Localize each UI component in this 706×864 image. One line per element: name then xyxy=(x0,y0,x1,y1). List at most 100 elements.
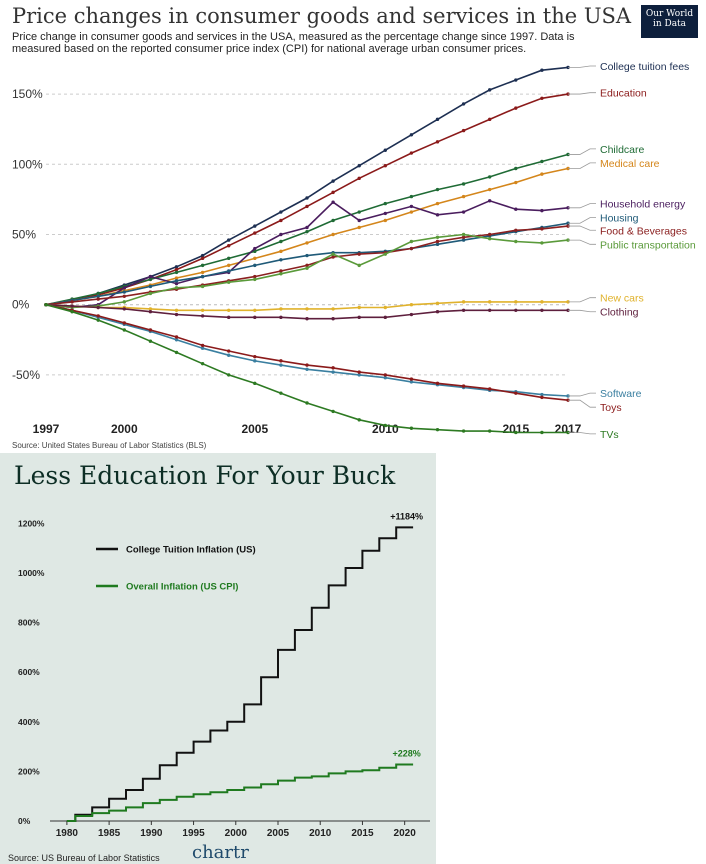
chart1-data-point xyxy=(253,274,257,279)
chart1-data-point xyxy=(488,187,492,192)
chart1-data-point xyxy=(279,359,283,363)
chart1-data-point xyxy=(148,310,153,314)
chart1-y-tick-label: 0% xyxy=(12,298,30,312)
chart1-series-label: Education xyxy=(600,88,647,100)
chart1-data-point xyxy=(227,244,231,248)
chart1-label-connector xyxy=(568,92,596,95)
chart1-data-point xyxy=(253,277,257,282)
chart1-data-point xyxy=(122,290,127,294)
chart2-x-tick-label: 2020 xyxy=(394,828,417,839)
chart1-data-point xyxy=(305,204,309,209)
chart1-data-point xyxy=(488,117,492,122)
chart1-data-point xyxy=(227,269,231,273)
chart1-data-point xyxy=(331,179,335,183)
chart1-data-point xyxy=(357,225,361,230)
chart1-data-point xyxy=(279,272,283,276)
chart1-data-point xyxy=(488,237,492,241)
chart1-data-point xyxy=(461,308,466,313)
chart1-data-point xyxy=(488,308,492,313)
chart1-label-connector xyxy=(568,203,596,209)
chart1-data-point xyxy=(148,284,153,289)
chart1-data-point xyxy=(331,317,335,321)
chart2-y-tick-label: 0% xyxy=(18,816,31,826)
chart1-data-point xyxy=(461,210,466,214)
chart1-series-label: Housing xyxy=(600,213,639,225)
chart1-data-point xyxy=(409,210,414,214)
chart-cpi-changes: Price changes in consumer goods and serv… xyxy=(12,4,698,450)
chart2-plot: 0% 200% 400% 600% 800% 1000% 1200% 1980 1985 1990… xyxy=(18,511,430,839)
chart1-title: Price changes in consumer goods and serv… xyxy=(12,4,632,28)
chart1-data-point xyxy=(253,354,257,359)
chart1-data-point xyxy=(305,363,309,367)
chart1-data-point xyxy=(305,225,309,230)
chart1-label-connector xyxy=(568,162,596,169)
chartr-logo: chartr xyxy=(192,842,249,863)
chart1-data-point xyxy=(409,312,414,317)
chart1-data-point xyxy=(435,140,440,144)
chart1-data-point xyxy=(435,201,440,206)
chart2-annotation: +228% xyxy=(393,748,421,758)
chart1-label-connector xyxy=(568,148,596,155)
chart1-data-point xyxy=(514,166,518,171)
chart1-data-point xyxy=(305,196,309,200)
chart1-label-connector xyxy=(568,297,596,303)
chart1-x-tick-label: 2005 xyxy=(241,422,268,436)
chart1-data-point xyxy=(435,301,440,305)
chart1-data-point xyxy=(540,227,544,231)
chart1-data-point xyxy=(148,328,153,332)
chart1-data-point xyxy=(174,267,179,272)
chart1-data-point xyxy=(357,305,361,310)
chart1-subtitle: Price change in consumer goods and servi… xyxy=(12,31,575,55)
chart1-data-point xyxy=(253,359,257,363)
chart1-data-point xyxy=(488,232,492,237)
chart1-data-point xyxy=(279,269,283,273)
chart1-data-point xyxy=(200,270,205,275)
chart1-data-point xyxy=(383,218,387,223)
chart1-data-point xyxy=(227,308,231,313)
chart2-x-tick-label: 1990 xyxy=(140,828,163,839)
chart1-data-point xyxy=(148,339,153,343)
chart1-series-label: Clothing xyxy=(600,307,639,319)
chart1-data-point xyxy=(174,286,179,290)
chart1-series-label: Software xyxy=(600,388,642,400)
chart2-y-tick-label: 1200% xyxy=(18,518,45,528)
chart1-data-point xyxy=(200,253,205,258)
chart1-data-point xyxy=(331,255,335,259)
chart1-data-point xyxy=(148,274,153,279)
chart1-data-point xyxy=(357,263,361,268)
chart1-data-point xyxy=(435,239,440,244)
chart1-data-point xyxy=(540,96,544,100)
chart1-y-tick-label: 50% xyxy=(12,227,36,241)
chart1-series-label: College tuition fees xyxy=(600,61,689,73)
chart2-y-tick-label: 600% xyxy=(18,667,40,677)
chart1-data-point xyxy=(200,263,205,268)
chart1-data-point xyxy=(200,361,205,366)
chart1-series-label: Medical care xyxy=(600,158,660,170)
chart1-label-connector xyxy=(568,65,596,68)
chart1-data-point xyxy=(331,252,335,256)
chart1-data-point xyxy=(357,370,361,374)
owid-logo: Our World in Data xyxy=(641,5,698,38)
chart1-data-point xyxy=(305,229,309,234)
chart1-data-point xyxy=(409,239,414,244)
chart1-data-point xyxy=(305,401,309,405)
logo-line-1: Our World xyxy=(645,9,694,19)
chart1-plot: 150%100%50%0%-50%1997 2000 2005 2010 2015 201… xyxy=(12,61,696,441)
chart1-data-point xyxy=(488,300,492,304)
chart1-data-point xyxy=(435,187,440,192)
chart1-data-point xyxy=(514,207,518,211)
chart1-data-point xyxy=(227,263,231,268)
chart1-data-point xyxy=(514,239,518,244)
chart1-data-point xyxy=(409,246,414,251)
chart1-data-point xyxy=(435,242,440,247)
chart1-data-point xyxy=(435,310,440,314)
chart1-data-point xyxy=(383,423,387,428)
chart1-data-point xyxy=(331,366,335,370)
chart1-data-point xyxy=(514,308,518,313)
chart1-data-point xyxy=(279,210,283,214)
chart1-data-point xyxy=(227,280,231,284)
chart1-data-point xyxy=(383,305,387,310)
chart1-data-point xyxy=(383,252,387,256)
chart2-x-tick-label: 2005 xyxy=(267,828,290,839)
chart2-source: Source: US Bureau of Labor Statistics xyxy=(8,853,160,863)
